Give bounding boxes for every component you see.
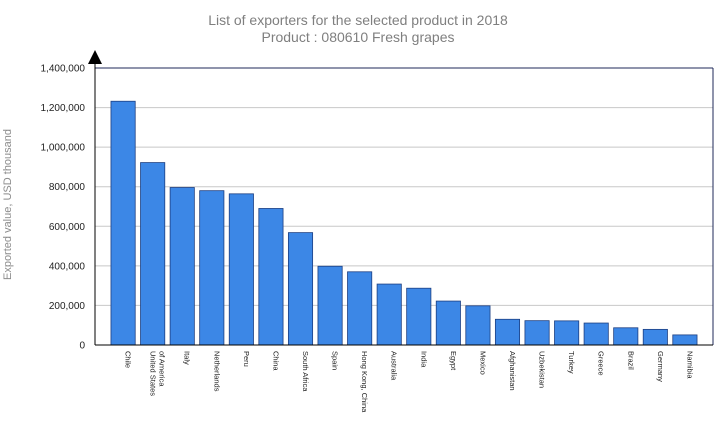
x-tick-label: Australia: [390, 351, 399, 381]
y-tick-label: 600,000: [49, 222, 86, 233]
bar: [494, 318, 521, 346]
bar: [613, 327, 639, 346]
x-tick-label: China: [271, 351, 280, 371]
y-tick-label: 800,000: [49, 182, 86, 193]
bar: [317, 265, 343, 346]
bar: [228, 193, 254, 346]
chart-title: List of exporters for the selected produ…: [208, 12, 508, 28]
y-axis-label: Exported value, USD thousand: [2, 129, 14, 280]
bar: [554, 320, 580, 346]
y-axis-arrow-icon: [88, 50, 102, 64]
gridlines: [95, 107, 713, 306]
y-tick-labels: 0 200,000 400,000 600,000 800,000 1,000,000 1,…: [41, 64, 86, 352]
bar: [583, 322, 609, 346]
x-tick-label: Peru: [242, 351, 251, 367]
axes: [88, 50, 714, 346]
y-tick-label: 400,000: [49, 261, 86, 272]
bar: [406, 287, 432, 346]
bar: [287, 232, 314, 346]
x-tick-label: United States: [149, 351, 158, 396]
x-tick-label: India: [419, 351, 428, 368]
y-tick-label: 0: [79, 341, 85, 352]
x-tick-label: Italy: [183, 351, 192, 365]
bar: [110, 100, 136, 346]
bar: [376, 283, 402, 346]
x-tick-label: of America: [158, 351, 167, 387]
y-tick-label: 1,000,000: [41, 143, 86, 154]
chart-title-block: List of exporters for the selected produ…: [0, 12, 716, 46]
x-tick-label: Greece: [597, 351, 606, 376]
bar: [465, 305, 491, 346]
bar: [258, 208, 284, 346]
y-tick-label: 1,200,000: [41, 103, 86, 114]
y-tick-label: 1,400,000: [41, 64, 86, 75]
x-tick-label: Mexico: [478, 351, 487, 375]
bar: [140, 162, 166, 346]
bar: [347, 271, 373, 346]
x-tick-label: Chile: [124, 351, 133, 368]
bar: [672, 334, 698, 346]
x-tick-label: Netherlands: [212, 351, 221, 392]
x-tick-label: Namibia: [685, 351, 694, 379]
bar: [199, 190, 225, 346]
x-tick-label: Afghanistan: [508, 351, 517, 391]
x-tick-labels: Chile United States of America Italy Netherl…: [124, 351, 695, 413]
bar: [524, 320, 550, 346]
y-tick-label: 200,000: [49, 301, 86, 312]
x-tick-label: Germany: [656, 351, 665, 382]
bars: [110, 100, 698, 346]
x-tick-label: Brazil: [626, 351, 635, 370]
x-tick-label: Turkey: [567, 351, 576, 374]
chart-subtitle: Product : 080610 Fresh grapes: [261, 29, 455, 45]
x-tick-label: South Africa: [301, 351, 310, 392]
x-tick-label: Egypt: [449, 351, 458, 371]
bar: [169, 187, 195, 346]
x-tick-label: Hong Kong, China: [360, 351, 369, 413]
bar: [642, 328, 668, 346]
bar: [435, 300, 461, 346]
x-tick-label: Uzbekistan: [538, 351, 547, 388]
x-tick-label: Spain: [331, 351, 340, 370]
